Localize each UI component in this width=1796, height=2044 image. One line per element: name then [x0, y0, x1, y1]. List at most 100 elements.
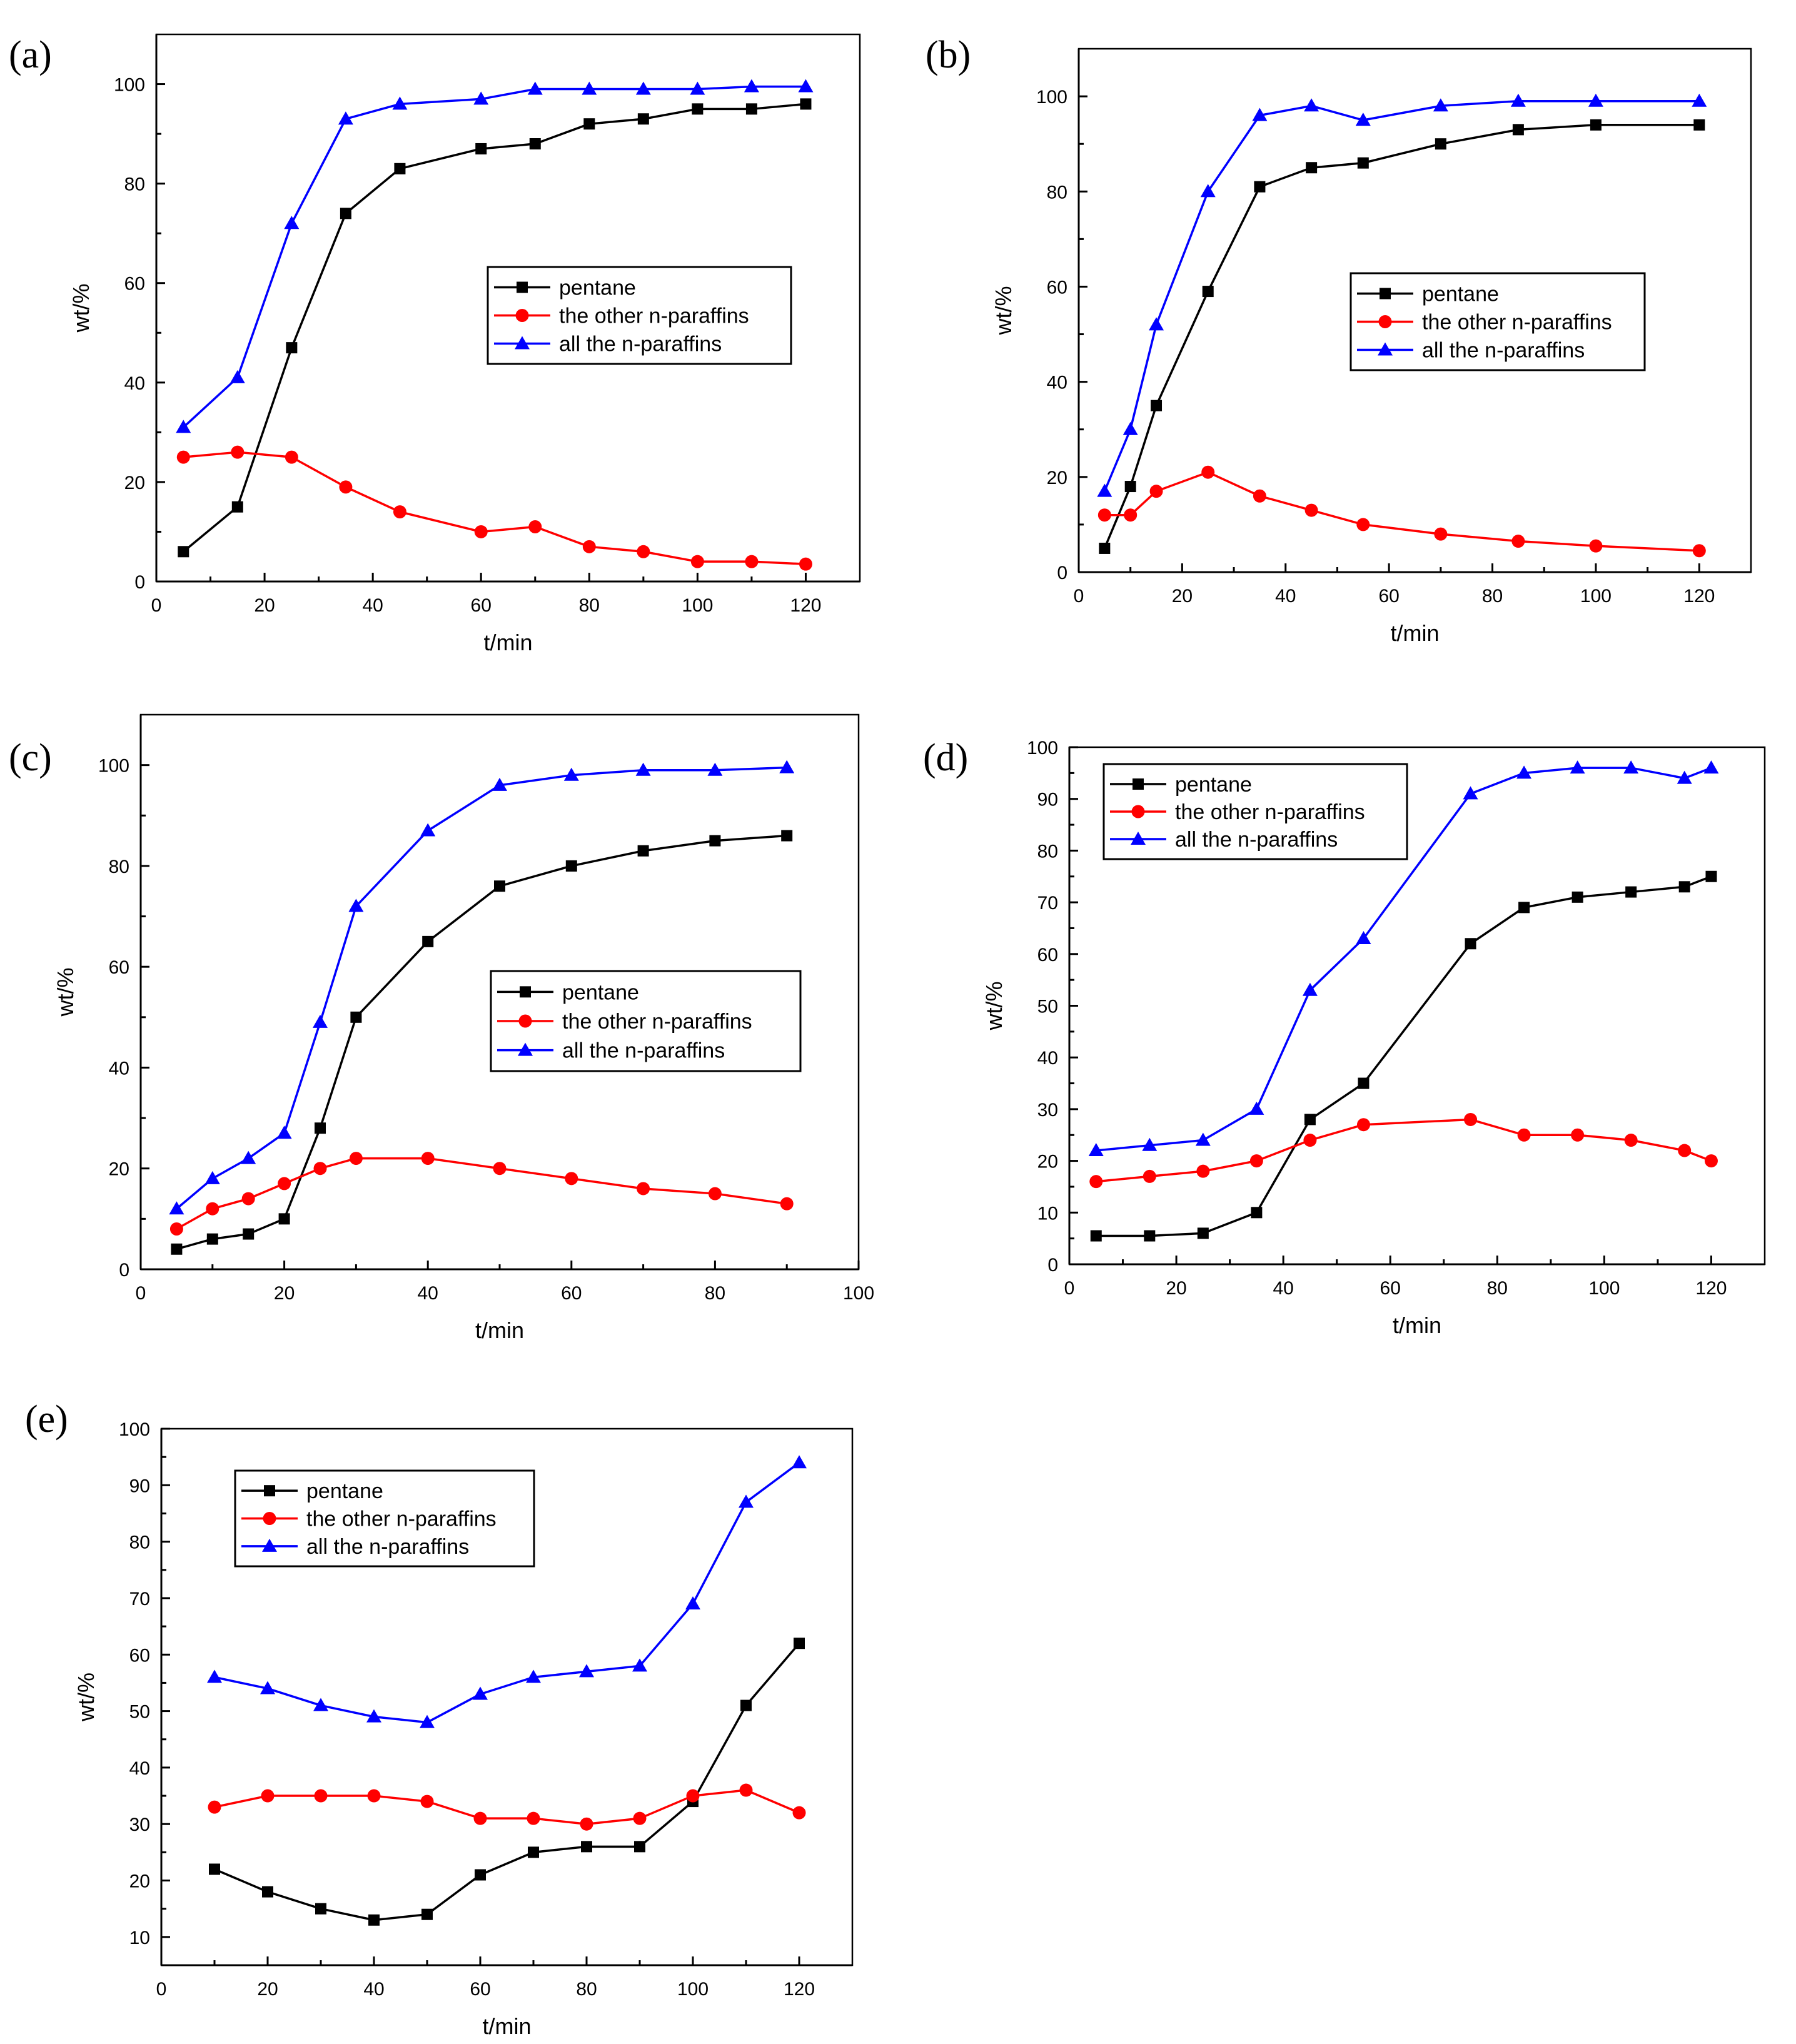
x-tick-label: 0: [136, 1283, 146, 1304]
panel-label: (d): [923, 737, 968, 779]
series-3: [1088, 760, 1719, 1157]
data-point: [739, 1494, 754, 1508]
data-point: [1197, 1227, 1209, 1239]
data-point: [473, 1686, 488, 1700]
x-axis-title: t/min: [1390, 620, 1439, 646]
data-point: [637, 545, 650, 558]
data-point: [581, 1841, 592, 1853]
data-point: [176, 450, 190, 464]
series-3: [176, 79, 814, 433]
y-tick-label: 80: [1037, 841, 1058, 862]
data-point: [230, 370, 245, 383]
legend-label: all the n-paraffins: [1422, 339, 1585, 363]
x-tick-label: 80: [576, 1979, 597, 2000]
y-tick-label: 0: [119, 1260, 129, 1281]
data-point: [1251, 1207, 1263, 1219]
legend-marker: [1131, 805, 1145, 818]
data-point: [1356, 518, 1370, 531]
data-point: [1705, 870, 1717, 882]
x-tick-label: 80: [579, 595, 600, 616]
data-point: [348, 899, 364, 912]
data-point: [634, 1841, 645, 1853]
series-line: [1096, 875, 1712, 1237]
series-1: [171, 830, 793, 1255]
data-point: [1355, 113, 1371, 126]
data-point: [420, 823, 436, 837]
chart-panel-2: 0 20 40 60 80 100 120 0 20 40 60 80 100 t/min wt/% (b) p…: [926, 34, 1752, 646]
y-tick-label: 20: [1047, 468, 1067, 488]
chart-panel-1: 0 20 40 60 80 100 120 0 20 40 60 80 100 t/min wt/% (a) p…: [9, 33, 861, 655]
data-point: [1678, 881, 1690, 893]
legend-marker: [264, 1485, 275, 1497]
data-point: [1099, 542, 1111, 554]
y-tick-label: 100: [119, 1419, 150, 1440]
data-point: [1356, 1118, 1370, 1132]
data-point: [526, 1669, 541, 1683]
y-tick-label: 80: [1047, 182, 1067, 203]
data-point: [1692, 93, 1707, 107]
data-point: [635, 762, 651, 776]
series-2: [176, 445, 812, 571]
legend: pentane the other n-paraffins all the n-pa…: [1102, 763, 1408, 860]
series-line: [183, 85, 806, 428]
data-point: [1464, 1112, 1478, 1126]
data-point: [338, 111, 353, 125]
data-point: [1253, 489, 1266, 503]
series-line: [176, 1157, 787, 1231]
series-1: [178, 98, 812, 558]
data-point: [633, 1811, 647, 1825]
data-point: [690, 81, 705, 95]
data-point: [1149, 317, 1164, 331]
data-point: [241, 1150, 256, 1164]
data-point: [779, 760, 795, 773]
panel-label: (e): [25, 1398, 68, 1441]
data-point: [583, 118, 595, 130]
series-line: [214, 1643, 800, 1921]
data-point: [1692, 544, 1706, 558]
y-tick-label: 40: [129, 1758, 150, 1779]
data-point: [261, 1789, 275, 1803]
y-tick-label: 100: [114, 75, 145, 96]
data-point: [528, 520, 542, 533]
data-point: [708, 1187, 722, 1201]
data-point: [1516, 765, 1532, 779]
y-tick-label: 100: [1027, 738, 1058, 758]
x-axis-title: t/min: [482, 2013, 531, 2039]
data-point: [492, 777, 507, 791]
x-tick-label: 100: [1580, 586, 1612, 607]
y-axis-title: wt/%: [981, 981, 1007, 1030]
y-tick-label: 50: [1037, 997, 1058, 1017]
data-point: [1678, 1144, 1692, 1157]
data-point: [243, 1228, 255, 1240]
data-point: [1149, 485, 1163, 498]
data-point: [1303, 1134, 1317, 1147]
x-tick-label: 20: [1166, 1278, 1186, 1299]
data-point: [1590, 119, 1602, 131]
y-axis-title: wt/%: [73, 1673, 99, 1722]
data-point: [1623, 760, 1639, 774]
y-tick-label: 70: [129, 1589, 150, 1609]
data-point: [637, 113, 649, 125]
x-tick-label: 20: [1172, 586, 1193, 607]
data-point: [1510, 93, 1526, 107]
data-point: [692, 103, 704, 115]
y-tick-label: 80: [124, 174, 145, 195]
data-point: [209, 1863, 220, 1875]
data-point: [350, 1011, 362, 1023]
data-point: [1304, 98, 1319, 112]
data-point: [1254, 181, 1266, 193]
data-point: [1433, 98, 1448, 112]
data-point: [1463, 786, 1478, 800]
series-1: [1099, 119, 1705, 554]
series-3: [169, 760, 795, 1215]
y-tick-label: 40: [1047, 373, 1067, 393]
data-point: [473, 91, 489, 105]
legend-label: the other n-paraffins: [559, 305, 749, 328]
data-point: [1570, 760, 1585, 774]
data-point: [1088, 1143, 1104, 1157]
data-point: [1306, 162, 1318, 174]
legend-label: all the n-paraffins: [562, 1039, 725, 1063]
data-point: [262, 1886, 273, 1898]
data-point: [474, 525, 488, 538]
x-tick-label: 40: [1275, 586, 1296, 607]
